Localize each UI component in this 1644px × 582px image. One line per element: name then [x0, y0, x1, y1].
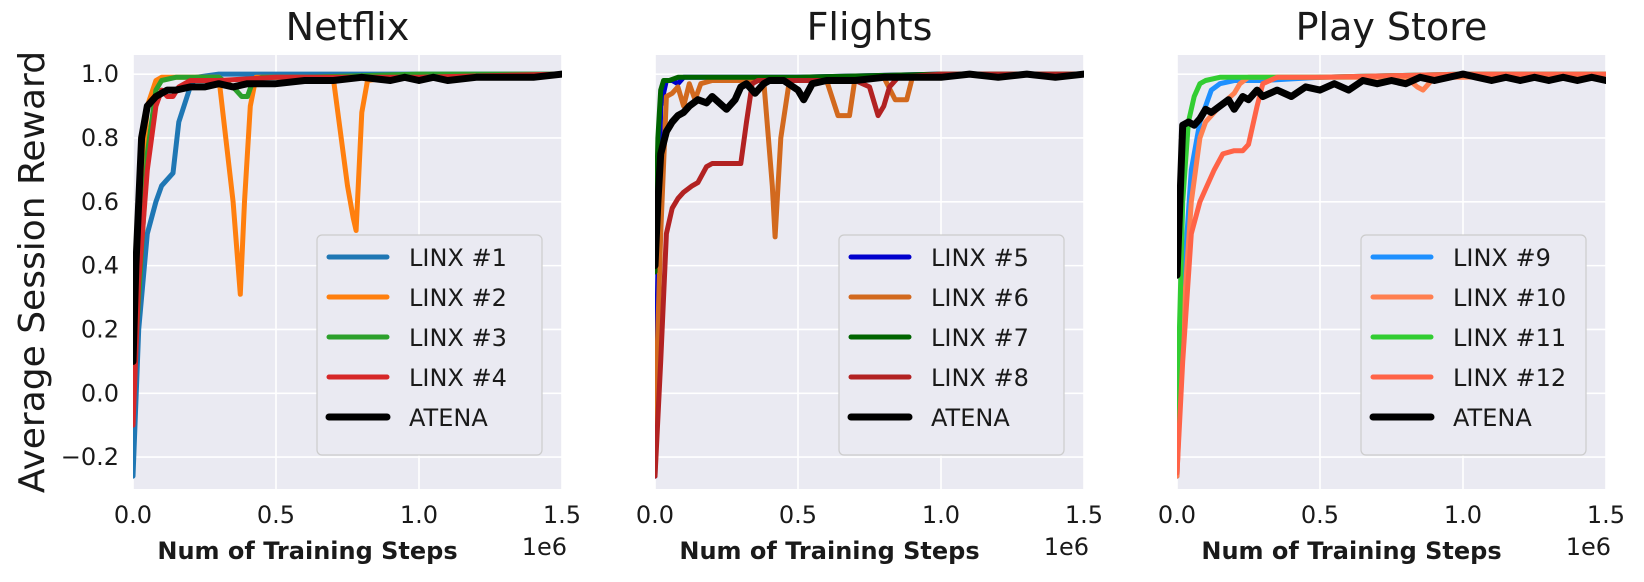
series-line-linx-7 [655, 71, 1084, 275]
legend-label-linx-8: LINX #8 [931, 364, 1029, 392]
legend-label-linx-10: LINX #10 [1453, 284, 1566, 312]
legend-frame [1360, 234, 1587, 456]
panel-play-store: Play Store 0.0 0.5 1.0 1.5 Num of Training St… [1158, 5, 1625, 565]
x-tick-label: 1.0 [922, 501, 960, 529]
legend-label-linx-3: LINX #3 [409, 324, 507, 352]
y-tick-label: 1.0 [81, 60, 119, 88]
legend-label-linx-11: LINX #11 [1453, 324, 1566, 352]
series-line-linx-6 [655, 71, 1084, 428]
y-tick-label: 0.6 [81, 188, 119, 216]
chart-title: Play Store [1296, 5, 1488, 49]
y-tick-label: 0.4 [81, 252, 119, 280]
x-axis-offset-label: 1e6 [522, 533, 567, 561]
series-line-linx-1 [133, 71, 562, 479]
x-tick-label: 0.5 [257, 501, 295, 529]
legend-label-linx-1: LINX #1 [409, 244, 507, 272]
x-axis-label: Num of Training Steps [1201, 537, 1501, 565]
y-axis-label: Average Session Reward [12, 51, 53, 493]
x-axis-offset-label: 1e6 [1044, 533, 1089, 561]
series-lines [655, 70, 1084, 479]
x-tick-label: 0.0 [1158, 501, 1196, 529]
legend-label-linx-2: LINX #2 [409, 284, 507, 312]
y-tick-label: 0.2 [81, 315, 119, 343]
x-tick-label: 1.0 [400, 501, 438, 529]
x-axis-offset-label: 1e6 [1566, 533, 1611, 561]
series-line-atena [1177, 70, 1606, 279]
series-line-atena [655, 70, 1084, 270]
legend: LINX #9 LINX #10 LINX #11 LINX #12 ATENA [1360, 234, 1587, 456]
legend-label-linx-6: LINX #6 [931, 284, 1029, 312]
legend: LINX #1 LINX #2 LINX #3 LINX #4 ATENA [316, 234, 543, 456]
series-line-atena [133, 70, 562, 365]
series-line-linx-12 [1177, 71, 1606, 476]
x-tick-label: 0.5 [779, 501, 817, 529]
x-tick-label: 1.5 [543, 501, 581, 529]
y-tick-label: 0.0 [81, 379, 119, 407]
x-tick-label: 1.5 [1587, 501, 1625, 529]
legend-label-linx-12: LINX #12 [1453, 364, 1566, 392]
legend-label-atena: ATENA [1453, 404, 1532, 432]
x-tick-label: 0.5 [1301, 501, 1339, 529]
chart-title: Netflix [286, 5, 410, 49]
legend-frame [838, 234, 1065, 456]
series-lines [133, 70, 562, 479]
y-tick-label: 0.8 [81, 124, 119, 152]
legend: LINX #5 LINX #6 LINX #7 LINX #8 ATENA [838, 234, 1065, 456]
x-tick-label: 1.0 [1444, 501, 1482, 529]
x-axis-label: Num of Training Steps [157, 537, 457, 565]
legend-frame [316, 234, 543, 456]
legend-label-linx-4: LINX #4 [409, 364, 507, 392]
legend-label-linx-9: LINX #9 [1453, 244, 1551, 272]
legend-label-linx-5: LINX #5 [931, 244, 1029, 272]
series-lines [1177, 70, 1606, 479]
x-tick-label: 0.0 [114, 501, 152, 529]
series-line-linx-2 [133, 71, 562, 396]
series-line-linx-8 [655, 71, 1084, 479]
x-axis-label: Num of Training Steps [679, 537, 979, 565]
panel-netflix: Netflix 0.0 0.5 1.0 1.5 −0.2 0.0 0.2 0.4 0.6 0.8 1.… [61, 5, 581, 565]
chart-title: Flights [807, 5, 933, 49]
panel-flights: Flights 0.0 0.5 1.0 1.5 Num of Training Steps… [636, 5, 1103, 565]
legend-label-linx-7: LINX #7 [931, 324, 1029, 352]
x-tick-label: 1.5 [1065, 501, 1103, 529]
legend-label-atena: ATENA [931, 404, 1010, 432]
legend-label-atena: ATENA [409, 404, 488, 432]
y-tick-label: −0.2 [61, 443, 119, 471]
x-tick-label: 0.0 [636, 501, 674, 529]
